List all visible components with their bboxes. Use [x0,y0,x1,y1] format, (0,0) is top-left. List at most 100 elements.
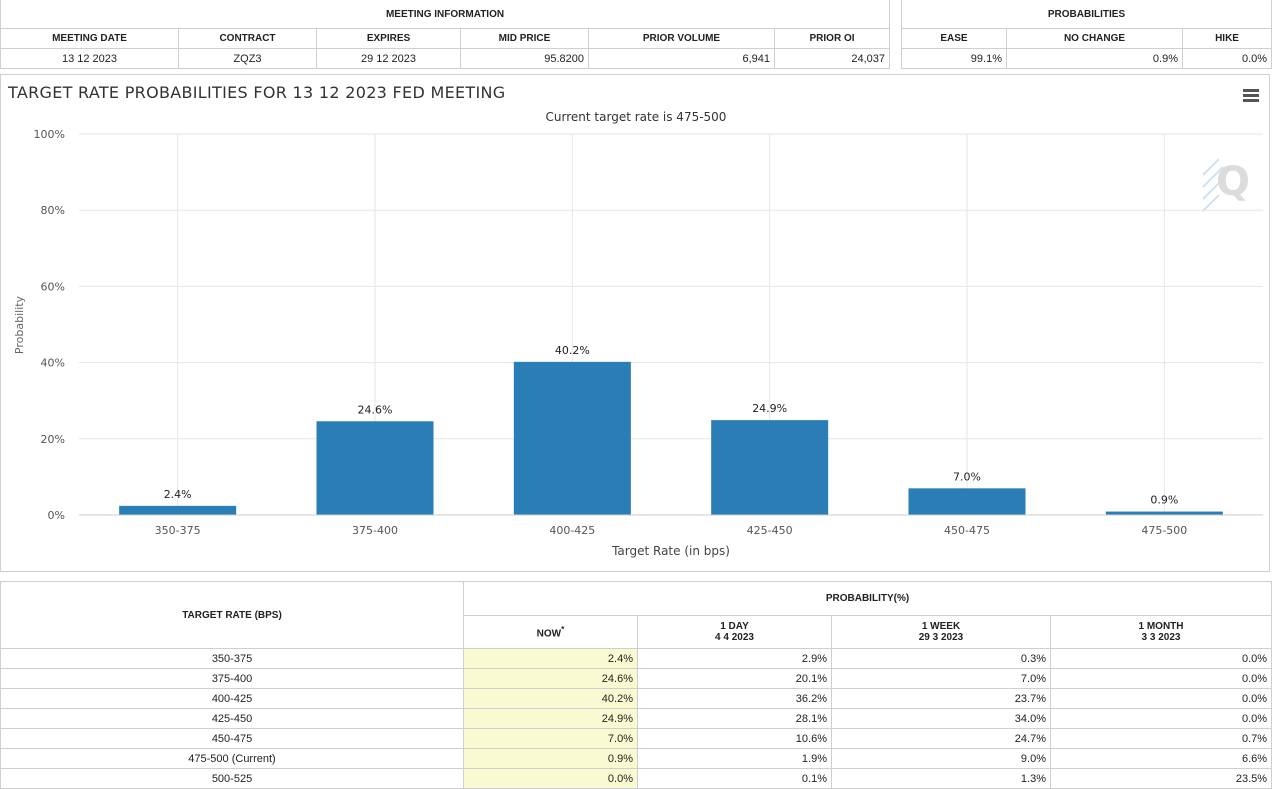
bar-400-425[interactable] [513,361,631,515]
y-tick-label: 60% [41,280,65,293]
month-cell: 0.0% [1049,688,1273,709]
rate-cell: 350-375 [0,648,464,669]
day-cell: 36.2% [637,688,832,709]
month-cell: 0.0% [1049,708,1273,729]
month-cell: 23.5% [1049,768,1273,789]
ease-header: EASE [901,28,1007,49]
week-cell: 9.0% [831,748,1051,769]
month-cell: 0.7% [1049,728,1273,749]
week-cell: 23.7% [831,688,1051,709]
y-tick-label: 20% [41,433,65,446]
table-row: 500-525 0.0% 0.1% 1.3% 23.5% [0,768,1273,789]
now-header: NOW* [463,615,638,649]
meeting-date-value: 13 12 2023 [0,48,179,69]
bar-350-375[interactable] [119,505,237,515]
rate-cell: 475-500 (Current) [0,748,464,769]
expires-value: 29 12 2023 [316,48,461,69]
bar-450-475[interactable] [908,488,1026,515]
probabilities-table: PROBABILITIES EASE NO CHANGE HIKE 99.1% … [900,0,1273,69]
now-marker: * [561,624,565,635]
data-label: 7.0% [953,470,981,483]
prior-oi-value: 24,037 [773,48,891,69]
table-row: 425-450 24.9% 28.1% 34.0% 0.0% [0,708,1273,729]
now-cell: 2.4% [463,648,638,669]
table-row: 450-475 7.0% 10.6% 24.7% 0.7% [0,728,1273,749]
chart-title: TARGET RATE PROBABILITIES FOR 13 12 2023… [8,83,506,102]
probability-header: PROBABILITY(%) [462,581,1273,616]
rate-cell: 450-475 [0,728,464,749]
now-cell: 24.6% [463,668,638,689]
one-day-header: 1 DAY 4 4 2023 [637,615,832,649]
week-cell: 24.7% [831,728,1051,749]
now-cell: 0.0% [463,768,638,789]
table-row: 400-425 40.2% 36.2% 23.7% 0.0% [0,688,1273,709]
no-change-header: NO CHANGE [1006,28,1183,49]
y-tick-label: 80% [41,204,65,217]
rate-cell: 400-425 [0,688,464,709]
table-row: 375-400 24.6% 20.1% 7.0% 0.0% [0,668,1273,689]
month-cell: 6.6% [1049,748,1273,769]
prior-volume-value: 6,941 [588,48,775,69]
x-tick-label: 450-475 [944,524,990,537]
ease-value: 99.1% [901,48,1007,69]
x-axis-title: Target Rate (in bps) [611,544,730,558]
day-cell: 1.9% [637,748,832,769]
meeting-information-header: MEETING INFORMATION [0,0,891,29]
rate-cell: 425-450 [0,708,464,729]
month-cell: 0.0% [1049,668,1273,689]
now-cell: 7.0% [463,728,638,749]
prior-oi-header: PRIOR OI [773,28,891,49]
chart-subtitle: Current target rate is 475-500 [546,110,727,124]
no-change-value: 0.9% [1006,48,1183,69]
bar-375-400[interactable] [316,421,434,515]
x-tick-label: 375-400 [352,524,398,537]
day-cell: 20.1% [637,668,832,689]
meeting-date-header: MEETING DATE [0,28,179,49]
data-label: 40.2% [555,344,590,357]
bar-475-500[interactable] [1105,511,1223,515]
target-rate-probabilities-table: TARGET RATE (BPS) PROBABILITY(%) NOW* 1 … [0,581,1273,789]
y-tick-label: 0% [48,509,65,522]
now-label: NOW [536,628,562,640]
bar-chart: Current target rate is 475-500 0% 20% 40% 6… [13,110,1263,558]
expires-header: EXPIRES [316,28,461,49]
x-tick-label: 400-425 [549,524,595,537]
quikstrike-logo-icon: Q [1202,158,1250,212]
week-cell: 1.3% [831,768,1051,789]
meeting-information-table: MEETING INFORMATION MEETING DATE CONTRAC… [0,0,891,69]
day-cell: 28.1% [637,708,832,729]
table-row: 475-500 (Current) 0.9% 1.9% 9.0% 6.6% [0,748,1273,769]
data-label: 0.9% [1150,494,1178,507]
rate-cell: 375-400 [0,668,464,689]
one-week-header: 1 WEEK 29 3 2023 [831,615,1051,649]
hike-header: HIKE [1181,28,1273,49]
now-cell: 0.9% [463,748,638,769]
contract-header: CONTRACT [178,28,317,49]
now-cell: 40.2% [463,688,638,709]
target-rate-header: TARGET RATE (BPS) [0,581,464,649]
logo-letter: Q [1216,159,1250,205]
one-month-header: 1 MONTH 3 3 2023 [1049,615,1273,649]
rate-cell: 500-525 [0,768,464,789]
hike-value: 0.0% [1181,48,1273,69]
now-cell: 24.9% [463,708,638,729]
day-cell: 10.6% [637,728,832,749]
x-tick-label: 475-500 [1141,524,1187,537]
contract-value: ZQZ3 [178,48,317,69]
y-tick-label: 40% [41,357,65,370]
week-cell: 0.3% [831,648,1051,669]
data-label: 2.4% [164,488,192,501]
probabilities-header: PROBABILITIES [900,0,1273,29]
mid-price-value: 95.8200 [460,48,589,69]
bar-425-450[interactable] [711,420,829,515]
data-label: 24.6% [358,403,393,416]
day-cell: 2.9% [637,648,832,669]
week-cell: 34.0% [831,708,1051,729]
table-row: 350-375 2.4% 2.9% 0.3% 0.0% [0,648,1273,669]
day-cell: 0.1% [637,768,832,789]
chart-menu-icon[interactable] [1243,89,1259,102]
week-cell: 7.0% [831,668,1051,689]
x-tick-label: 350-375 [155,524,201,537]
chart-panel: TARGET RATE PROBABILITIES FOR 13 12 2023… [0,74,1270,572]
y-axis-title: Probability [13,295,26,354]
